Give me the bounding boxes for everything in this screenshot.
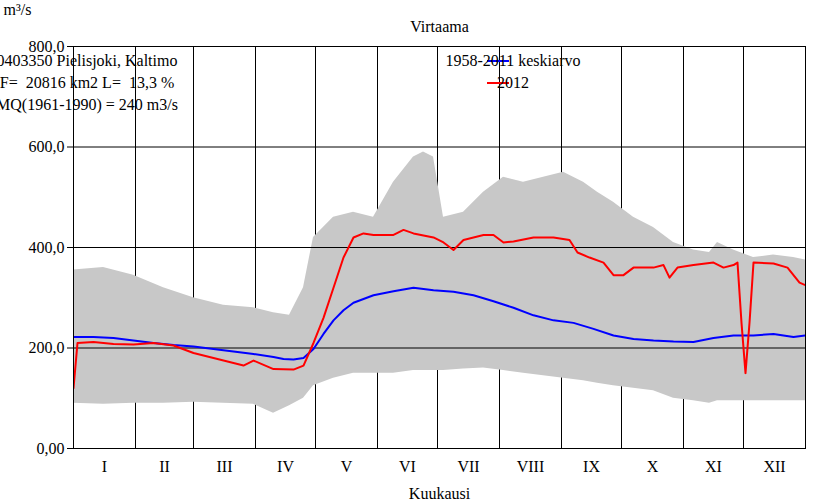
svg-text:1958-2011 keskiarvo: 1958-2011 keskiarvo xyxy=(446,52,581,69)
svg-text:I: I xyxy=(102,458,107,475)
svg-text:Kuukausi: Kuukausi xyxy=(409,485,471,502)
svg-text:Virtaama: Virtaama xyxy=(410,18,469,35)
svg-text:MQ(1961-1990) = 240 m3/s: MQ(1961-1990) = 240 m3/s xyxy=(0,96,178,114)
svg-text:400,0: 400,0 xyxy=(29,239,65,256)
svg-text:X: X xyxy=(647,458,659,475)
svg-text:800,0: 800,0 xyxy=(28,37,65,55)
svg-text:2012: 2012 xyxy=(497,74,529,91)
svg-text:VI: VI xyxy=(399,458,416,475)
svg-text:600,0: 600,0 xyxy=(29,138,65,155)
svg-text:XII: XII xyxy=(763,458,785,475)
svg-text:V: V xyxy=(341,458,353,475)
svg-text:200,0: 200,0 xyxy=(29,339,65,356)
svg-text:VIII: VIII xyxy=(517,458,545,475)
svg-text:IV: IV xyxy=(277,458,294,475)
svg-text:II: II xyxy=(159,458,170,475)
svg-text:IX: IX xyxy=(583,458,600,475)
svg-text:III: III xyxy=(217,458,233,475)
svg-text:m³/s: m³/s xyxy=(4,1,32,18)
svg-text:0,00: 0,00 xyxy=(37,440,65,457)
svg-text:XI: XI xyxy=(705,458,722,475)
svg-text:F= 20816 km2 L= 13,3 %: F= 20816 km2 L= 13,3 % xyxy=(0,74,174,91)
svg-text:0403350 Pielisjoki, Kaltimo: 0403350 Pielisjoki, Kaltimo xyxy=(0,52,177,70)
svg-text:VII: VII xyxy=(457,458,479,475)
